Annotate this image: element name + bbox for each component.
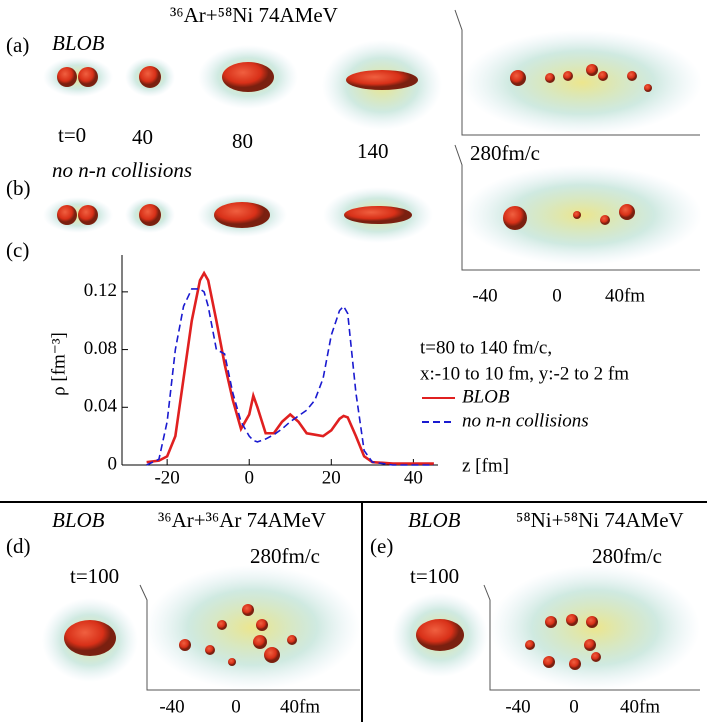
line bbox=[146, 270, 434, 465]
y-tick-label: 0.12 bbox=[84, 280, 117, 301]
x-axis-label: z [fm] bbox=[462, 455, 509, 476]
time-label: 280fm/c bbox=[470, 141, 540, 165]
model-label: BLOB bbox=[408, 508, 461, 532]
model-label: no n-n collisions bbox=[52, 158, 192, 182]
time-label: t=100 bbox=[410, 564, 459, 588]
axis-label: 40fm bbox=[605, 285, 645, 306]
panel-label: (a) bbox=[6, 33, 29, 57]
x-tick-label: 20 bbox=[322, 467, 341, 488]
time-label: 80 bbox=[232, 129, 253, 153]
model-label: BLOB bbox=[52, 31, 105, 55]
reaction: ³⁶Ar+³⁶Ar 74AMeV bbox=[158, 508, 326, 532]
time-label: t=0 bbox=[58, 123, 86, 147]
y-axis-label: ρ [fm⁻³] bbox=[48, 332, 69, 396]
axis-label: 0 bbox=[552, 285, 562, 306]
panel-label: (d) bbox=[6, 534, 31, 558]
axis-label: -40 bbox=[505, 696, 530, 717]
panel-label: (b) bbox=[6, 176, 31, 200]
annotation: x:-10 to 10 fm, y:-2 to 2 fm bbox=[420, 363, 629, 384]
time-label: 140 bbox=[357, 139, 389, 163]
axis-label: 40fm bbox=[620, 696, 660, 717]
panel-label: (e) bbox=[370, 534, 393, 558]
blob-images bbox=[42, 30, 702, 690]
time-label: 280fm/c bbox=[592, 544, 662, 568]
x-tick-label: 0 bbox=[244, 467, 254, 488]
reaction: ³⁶Ar+⁵⁸Ni 74AMeV bbox=[170, 3, 338, 27]
axis-label: -40 bbox=[159, 696, 184, 717]
reaction: ⁵⁸Ni+⁵⁸Ni 74AMeV bbox=[516, 508, 684, 532]
axis-label: 0 bbox=[231, 696, 241, 717]
3d-frames bbox=[139, 9, 700, 691]
line bbox=[146, 288, 434, 466]
time-label: 40 bbox=[132, 125, 153, 149]
y-tick-label: 0 bbox=[108, 453, 118, 474]
annotation: t=80 to 140 fm/c, bbox=[420, 337, 552, 358]
axis-label: 40fm bbox=[280, 696, 320, 717]
axis-label: -40 bbox=[472, 285, 497, 306]
axis-label: 0 bbox=[569, 696, 579, 717]
y-tick-label: 0.04 bbox=[84, 396, 118, 417]
legend-label: BLOB bbox=[462, 386, 510, 407]
x-tick-label: -20 bbox=[154, 467, 179, 488]
y-tick-label: 0.08 bbox=[84, 338, 117, 359]
time-label: t=100 bbox=[70, 564, 119, 588]
density-chart: 0 0.04 0.08 0.12 -20 0 20 40 z [fm] ρ [fm⁻³] t=80 … bbox=[48, 255, 629, 488]
model-label: BLOB bbox=[52, 508, 105, 532]
panel-label: (c) bbox=[6, 238, 29, 262]
time-label: 280fm/c bbox=[250, 544, 320, 568]
x-tick-label: 40 bbox=[404, 467, 423, 488]
legend-label: no n-n collisions bbox=[462, 410, 589, 431]
